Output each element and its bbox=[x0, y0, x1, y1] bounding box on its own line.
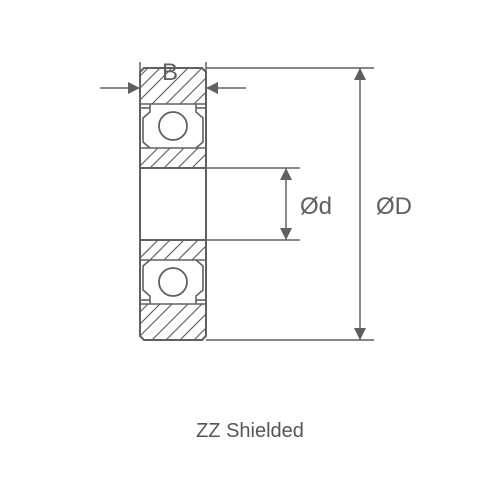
caption: ZZ Shielded bbox=[0, 420, 500, 443]
bearing-body bbox=[140, 68, 206, 340]
hatch-outer-bot bbox=[140, 304, 206, 340]
shield-bot bbox=[140, 260, 206, 304]
diagram-stage: B Ød ØD ZZ Shielded bbox=[0, 0, 500, 500]
label-d: Ød bbox=[300, 193, 332, 220]
hatch-inner-bot bbox=[140, 240, 206, 260]
label-D: ØD bbox=[376, 193, 412, 220]
dimension-B: B bbox=[100, 59, 246, 100]
ball-bot bbox=[159, 268, 187, 296]
label-B: B bbox=[162, 59, 178, 86]
hatch-inner-top bbox=[140, 148, 206, 168]
dimension-d: Ød bbox=[206, 168, 332, 240]
ball-top bbox=[159, 112, 187, 140]
shield-top bbox=[140, 104, 206, 148]
